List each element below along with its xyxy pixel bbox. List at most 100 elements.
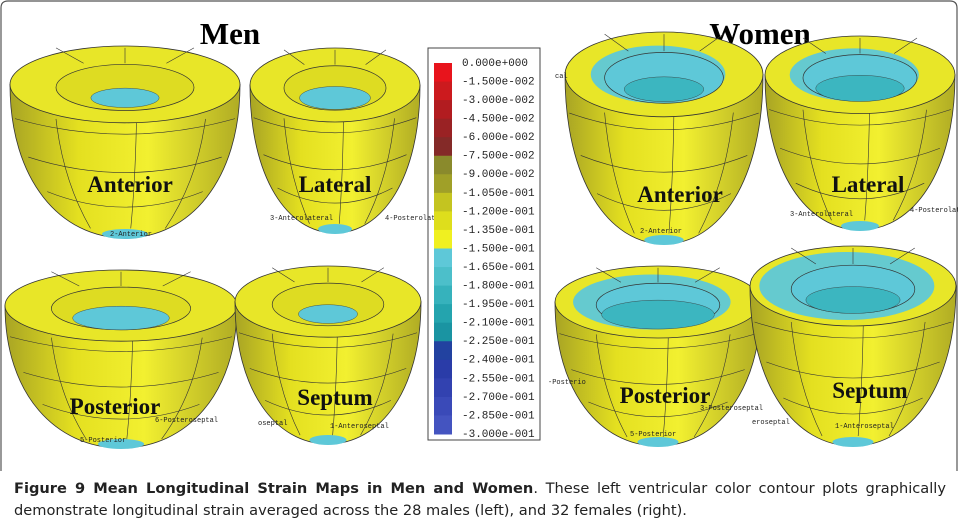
colorbar-label: -2.550e-001 bbox=[462, 373, 535, 385]
segment-line bbox=[693, 334, 731, 438]
band-line bbox=[249, 368, 407, 384]
colorbar-swatch bbox=[434, 100, 452, 120]
radial-line bbox=[894, 37, 918, 54]
radial-line bbox=[596, 267, 622, 283]
segment-line bbox=[790, 321, 823, 437]
band-line bbox=[779, 148, 941, 165]
colorbar-swatch bbox=[434, 359, 452, 379]
segment-line bbox=[161, 337, 203, 440]
band-line bbox=[265, 400, 391, 416]
radial-line bbox=[802, 37, 826, 54]
segment-line bbox=[55, 118, 91, 229]
segment-line bbox=[332, 333, 338, 436]
segment-label: eroseptal bbox=[752, 419, 790, 427]
colorbar-label: -2.100e-001 bbox=[462, 318, 535, 330]
segment-label: 4-Posterolatera bbox=[910, 207, 958, 215]
band-line bbox=[277, 187, 393, 204]
band-line bbox=[569, 112, 759, 130]
caption-title: Figure 9 Mean Longitudinal Strain Maps i… bbox=[14, 480, 534, 497]
colorbar-swatch bbox=[434, 341, 452, 361]
cavity bbox=[624, 76, 704, 102]
segment-line bbox=[668, 112, 675, 234]
caption: Figure 9 Mean Longitudinal Strain Maps i… bbox=[14, 478, 946, 522]
radial-line bbox=[791, 247, 817, 265]
heart-tip bbox=[832, 437, 874, 447]
segment-label: 3-Anterolateral bbox=[270, 215, 333, 223]
band-line bbox=[253, 117, 417, 134]
colorbar-label: -1.500e-001 bbox=[462, 243, 535, 255]
radial-line bbox=[699, 33, 724, 52]
band-line bbox=[754, 321, 952, 339]
colorbar-swatch bbox=[434, 304, 452, 324]
colorbar-label: 0.000e+000 bbox=[462, 58, 528, 70]
segment-label: cal bbox=[555, 73, 568, 81]
view-label: Anterior bbox=[637, 182, 723, 207]
radial-line bbox=[272, 267, 295, 283]
caption-text: . These left ventricular color contour p… bbox=[14, 480, 946, 519]
colorbar-label: -2.850e-001 bbox=[462, 410, 535, 422]
radial-line bbox=[55, 47, 84, 64]
heart: Lateral 3-Anterolateral 4-Posterolateral bbox=[249, 47, 452, 234]
band-line bbox=[238, 332, 418, 348]
band-line bbox=[9, 336, 233, 352]
colorbar-label: -1.950e-001 bbox=[462, 299, 535, 311]
band-line bbox=[783, 397, 923, 415]
colorbar-label: -3.000e-001 bbox=[462, 429, 535, 441]
segment-label: -Posterio bbox=[548, 379, 586, 387]
radial-line bbox=[51, 271, 80, 287]
segment-line bbox=[662, 334, 669, 438]
heart-tip bbox=[644, 235, 684, 245]
colorbar-label: -9.000e-002 bbox=[462, 169, 535, 181]
colorbar-swatch bbox=[434, 155, 452, 175]
colorbar-label: -7.500e-002 bbox=[462, 151, 535, 163]
colorbar-label: -1.200e-001 bbox=[462, 206, 535, 218]
segment-label: 5-Posterior bbox=[80, 437, 126, 445]
colorbar-swatch bbox=[434, 378, 452, 398]
segment-line bbox=[864, 109, 870, 221]
segment-label: 3-Posteroseptal bbox=[700, 405, 763, 413]
segment-line bbox=[271, 333, 301, 436]
figure: Men Women Anterior2-AnteriorLateral3-Ant… bbox=[0, 0, 958, 471]
radial-line bbox=[162, 271, 191, 287]
segment-line bbox=[604, 112, 635, 234]
segment-label: 1-Anteroseptal bbox=[330, 423, 389, 431]
segment-label: 6-Posteroseptal bbox=[155, 417, 218, 425]
segment-line bbox=[360, 333, 394, 436]
view-label: Posterior bbox=[620, 383, 711, 408]
men-title: Men bbox=[200, 16, 260, 51]
segment-line bbox=[51, 337, 87, 440]
colorbar-swatch bbox=[434, 211, 452, 231]
heart-tip bbox=[637, 437, 679, 447]
inner-ring bbox=[55, 64, 195, 111]
heart-tip bbox=[97, 439, 145, 449]
view-label: Septum bbox=[297, 385, 372, 410]
colorbar-label: -1.650e-001 bbox=[462, 262, 535, 274]
colorbar-label: -2.700e-001 bbox=[462, 392, 535, 404]
segment-line bbox=[857, 321, 864, 437]
heart-tip bbox=[309, 435, 347, 445]
cavity bbox=[805, 286, 901, 314]
colorbar-label: -1.350e-001 bbox=[462, 225, 535, 237]
heart-tip bbox=[841, 221, 879, 231]
cavity bbox=[815, 75, 905, 102]
segment-line bbox=[802, 109, 832, 221]
colorbar-swatch bbox=[434, 192, 452, 212]
segment-label: 2-Anterior bbox=[640, 228, 682, 236]
colorbar-swatch bbox=[434, 63, 452, 83]
colorbar: 0.000e+000 -1.500e-002 -3.000e-002 -4.500e-… bbox=[434, 58, 535, 441]
hearts: Anterior 2-Anterior Lateral 3-Anterolateral… bbox=[4, 31, 958, 449]
colorbar-label: -2.400e-001 bbox=[462, 355, 535, 367]
colorbar-swatch bbox=[434, 248, 452, 268]
radial-line bbox=[694, 267, 720, 283]
colorbar-label: -2.250e-001 bbox=[462, 336, 535, 348]
band-line bbox=[42, 404, 200, 420]
heart: Posterior 5-Posterior 6-Posteroseptal bbox=[4, 269, 238, 449]
cavity bbox=[601, 299, 715, 330]
segment-line bbox=[126, 337, 133, 440]
band-line bbox=[596, 193, 732, 211]
colorbar-swatch bbox=[434, 396, 452, 416]
band-line bbox=[769, 109, 951, 126]
colorbar-swatch bbox=[434, 322, 452, 342]
colorbar-swatch bbox=[434, 174, 452, 194]
